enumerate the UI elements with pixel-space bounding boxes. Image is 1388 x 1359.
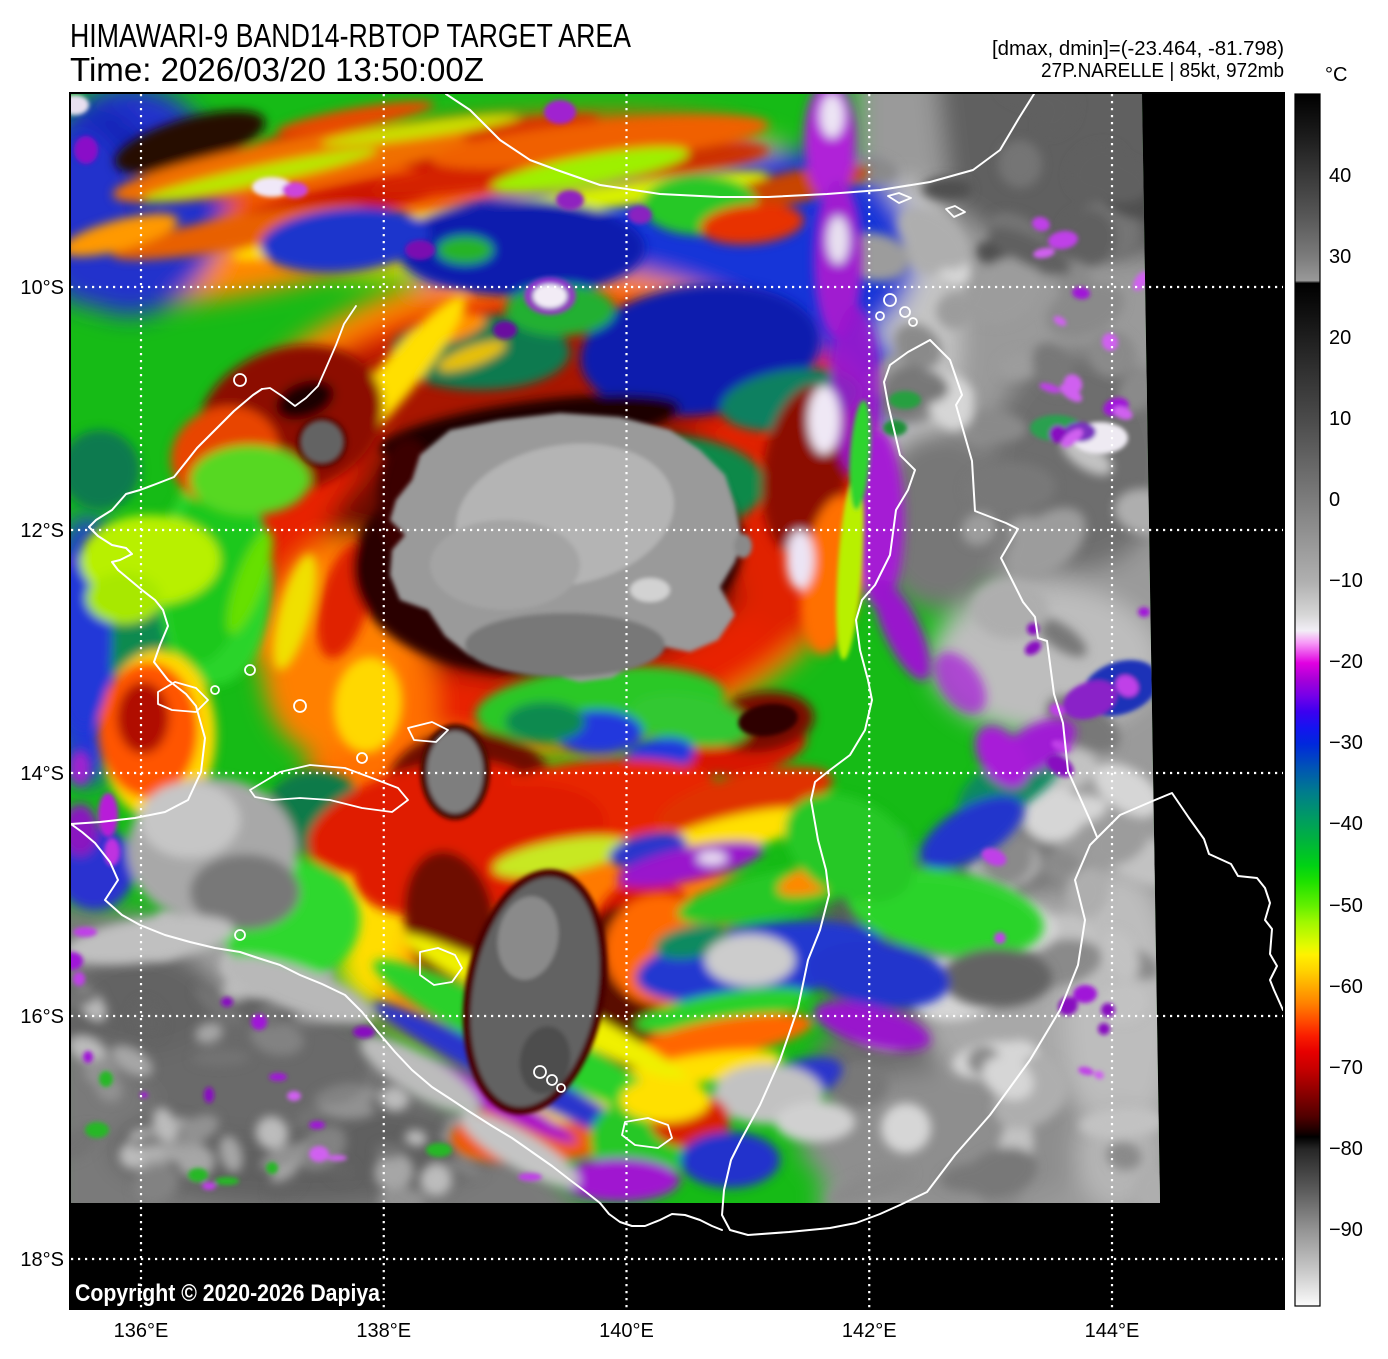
- svg-text:142°E: 142°E: [842, 1320, 897, 1342]
- svg-text:−60: −60: [1329, 976, 1363, 998]
- svg-text:140°E: 140°E: [599, 1320, 654, 1342]
- svg-text:40: 40: [1329, 165, 1351, 187]
- svg-text:14°S: 14°S: [20, 763, 64, 785]
- svg-text:−50: −50: [1329, 895, 1363, 917]
- svg-text:[dmax, dmin]=(-23.464, -81.798: [dmax, dmin]=(-23.464, -81.798): [992, 38, 1284, 60]
- svg-text:10°S: 10°S: [20, 277, 64, 299]
- svg-text:16°S: 16°S: [20, 1006, 64, 1028]
- svg-text:144°E: 144°E: [1085, 1320, 1140, 1342]
- svg-text:0: 0: [1329, 489, 1340, 511]
- svg-text:−40: −40: [1329, 813, 1363, 835]
- svg-text:18°S: 18°S: [20, 1249, 64, 1271]
- svg-text:−70: −70: [1329, 1057, 1363, 1079]
- svg-text:−80: −80: [1329, 1138, 1363, 1160]
- svg-text:136°E: 136°E: [114, 1320, 169, 1342]
- svg-text:Time: 2026/03/20 13:50:00Z: Time: 2026/03/20 13:50:00Z: [70, 51, 484, 88]
- svg-text:138°E: 138°E: [356, 1320, 411, 1342]
- svg-text:−10: −10: [1329, 570, 1363, 592]
- svg-text:27P.NARELLE | 85kt, 972mb: 27P.NARELLE | 85kt, 972mb: [1041, 60, 1284, 82]
- svg-text:12°S: 12°S: [20, 520, 64, 542]
- svg-text:−90: −90: [1329, 1219, 1363, 1241]
- svg-text:−30: −30: [1329, 732, 1363, 754]
- svg-text:°C: °C: [1325, 64, 1347, 86]
- svg-text:HIMAWARI-9 BAND14-RBTOP TARGET: HIMAWARI-9 BAND14-RBTOP TARGET AREA: [70, 17, 631, 54]
- svg-text:10: 10: [1329, 408, 1351, 430]
- svg-text:Copyright © 2020-2026 Dapiya: Copyright © 2020-2026 Dapiya: [75, 1280, 381, 1307]
- svg-text:30: 30: [1329, 246, 1351, 268]
- svg-text:−20: −20: [1329, 651, 1363, 673]
- svg-text:20: 20: [1329, 327, 1351, 349]
